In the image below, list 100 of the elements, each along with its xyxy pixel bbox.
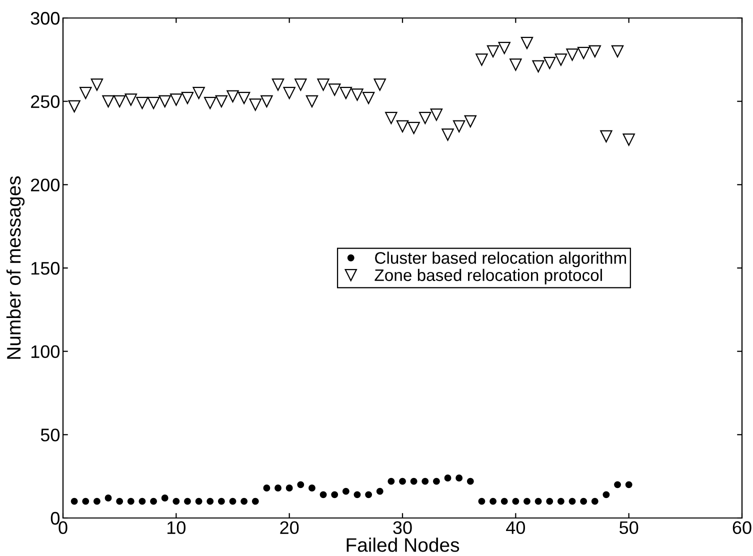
point <box>602 491 610 498</box>
point <box>566 48 578 61</box>
point <box>218 498 225 505</box>
point <box>195 498 202 505</box>
point <box>399 478 406 485</box>
point <box>600 130 612 142</box>
point <box>442 128 454 141</box>
point <box>544 56 556 70</box>
point <box>419 112 432 124</box>
point <box>524 498 530 505</box>
point <box>158 95 171 108</box>
point <box>68 100 80 112</box>
point <box>104 494 112 502</box>
point <box>464 115 477 128</box>
point <box>181 92 194 104</box>
point <box>498 42 510 54</box>
point <box>568 498 576 505</box>
point <box>93 498 100 505</box>
point <box>127 498 134 505</box>
point <box>138 498 146 505</box>
point <box>354 491 361 498</box>
point <box>532 60 544 72</box>
point <box>388 478 395 485</box>
point <box>113 95 126 108</box>
point <box>286 484 293 492</box>
point <box>306 95 318 108</box>
point <box>500 498 508 505</box>
point <box>150 498 158 505</box>
point <box>70 498 78 505</box>
point <box>466 478 474 485</box>
point <box>580 498 588 505</box>
point <box>206 498 214 505</box>
point <box>614 481 621 488</box>
point <box>226 90 239 102</box>
x-tick-label: 60 <box>732 521 752 534</box>
point <box>374 78 386 91</box>
y-tick-label: 200 <box>31 178 60 192</box>
point <box>274 484 282 492</box>
x-tick-label: 50 <box>620 521 638 534</box>
point <box>229 498 236 505</box>
point <box>557 498 564 505</box>
point <box>240 498 248 505</box>
legend-label: Cluster based relocation algorithm <box>375 252 626 268</box>
legend-label: Zone based relocation protocol <box>374 268 602 284</box>
point <box>116 498 124 505</box>
point <box>308 484 316 492</box>
y-tick-label: 50 <box>40 428 60 442</box>
point <box>490 498 497 505</box>
point <box>520 36 534 50</box>
point <box>452 120 466 132</box>
point <box>184 498 191 505</box>
point <box>591 498 598 505</box>
x-tick-label: 20 <box>280 521 299 534</box>
point <box>136 96 148 110</box>
point <box>294 78 307 91</box>
point <box>478 498 486 505</box>
point <box>90 78 104 91</box>
point <box>430 108 443 121</box>
point <box>385 112 398 124</box>
point <box>510 58 522 71</box>
point <box>534 498 542 505</box>
point <box>204 96 216 110</box>
point <box>546 498 554 505</box>
point <box>238 92 250 104</box>
point <box>486 45 500 58</box>
point <box>588 45 601 58</box>
y-axis-title: Number of messages <box>6 176 25 359</box>
point <box>476 54 488 66</box>
y-tick-label: 250 <box>31 95 60 108</box>
y-tick-label: 300 <box>30 12 60 25</box>
point <box>577 46 590 60</box>
point <box>317 78 330 91</box>
point <box>80 86 92 100</box>
x-tick-label: 10 <box>168 521 186 534</box>
point <box>422 478 429 485</box>
point <box>170 94 182 106</box>
point <box>625 481 632 488</box>
point <box>283 86 296 100</box>
point <box>512 498 520 505</box>
point <box>161 494 168 502</box>
y-tick-label: 0 <box>50 512 60 525</box>
point <box>147 96 160 110</box>
point <box>320 491 327 498</box>
point <box>611 45 624 58</box>
point <box>331 491 338 498</box>
point <box>342 488 350 495</box>
point <box>297 481 304 488</box>
point <box>444 474 452 482</box>
point <box>102 95 114 108</box>
point <box>351 88 364 101</box>
x-axis-title: Failed Nodes <box>346 538 460 552</box>
point <box>362 92 375 104</box>
point <box>365 491 372 498</box>
y-tick-label: 150 <box>31 262 60 275</box>
point <box>252 498 259 505</box>
point <box>260 95 273 108</box>
point <box>622 134 635 146</box>
x-tick-label: 30 <box>393 521 412 534</box>
point <box>215 95 228 108</box>
point <box>432 478 440 485</box>
